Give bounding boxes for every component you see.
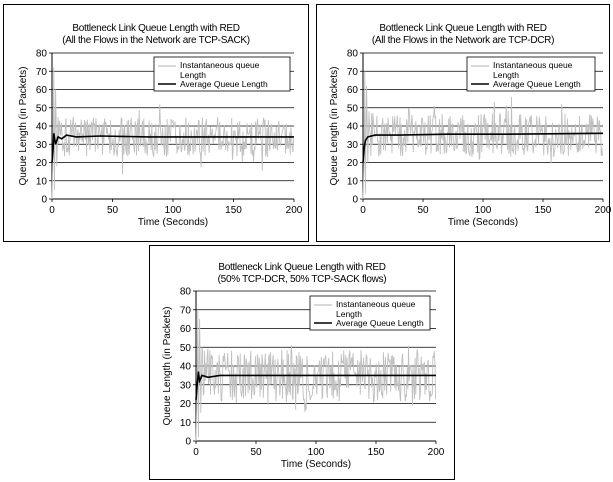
- legend-box: [309, 295, 431, 331]
- y-axis-label: Queue Length (in Packets): [18, 67, 29, 186]
- chart-svg: 0 10 20 30 40 50 60 70 80 0 50 100 150 200 Time (Secon…: [18, 49, 303, 229]
- x-tick-label: 200: [286, 205, 303, 216]
- y-tick-label: 30: [36, 140, 48, 151]
- y-tick-label: 70: [36, 67, 48, 78]
- y-tick-label: 10: [180, 418, 192, 429]
- y-tick-label: 10: [36, 176, 48, 187]
- y-tick-label: 50: [180, 343, 192, 354]
- y-tick-label: 30: [180, 380, 192, 391]
- legend-label: Length: [493, 70, 519, 80]
- series-line-average: [195, 371, 436, 400]
- y-tick-label: 40: [180, 362, 192, 373]
- legend-box: [153, 56, 291, 92]
- chart-title: Bottleneck Link Queue Length with RED: [379, 23, 547, 34]
- chart-panel-mixed: Bottleneck Link Queue Length with RED (5…: [149, 245, 455, 480]
- y-axis-label: Queue Length (in Packets): [162, 307, 173, 426]
- legend-label: Average Queue Length: [493, 79, 581, 89]
- x-tick-label: 100: [475, 205, 492, 216]
- y-tick-label: 10: [347, 176, 359, 187]
- y-tick-label: 80: [36, 49, 48, 60]
- series-line-average: [51, 133, 294, 163]
- y-tick-label: 80: [180, 287, 192, 298]
- x-tick-label: 50: [107, 205, 119, 216]
- x-tick-label: 150: [535, 205, 552, 216]
- x-tick-label: 0: [360, 205, 366, 216]
- y-tick-label: 60: [36, 85, 48, 96]
- x-tick-label: 150: [368, 447, 385, 458]
- legend-label: Length: [336, 309, 362, 319]
- legend-label: Instantaneous queue: [336, 299, 416, 309]
- y-tick-label: 50: [36, 103, 48, 114]
- chart-svg: 0 10 20 30 40 50 60 70 80 0 50 100 150 200 Time (Secon…: [329, 49, 611, 229]
- y-tick-label: 70: [180, 305, 192, 316]
- y-tick-label: 80: [347, 49, 359, 60]
- y-tick-label: 70: [347, 67, 359, 78]
- y-tick-label: 40: [347, 122, 359, 133]
- x-tick-label: 50: [417, 205, 429, 216]
- legend-label: Length: [180, 70, 206, 80]
- legend-label: Instantaneous queue: [493, 60, 573, 70]
- y-tick-label: 40: [36, 122, 48, 133]
- series-line-instantaneous: [195, 309, 437, 442]
- y-tick-label: 0: [41, 195, 47, 206]
- y-tick-label: 30: [347, 140, 359, 151]
- y-tick-label: 20: [347, 158, 359, 169]
- x-axis-label: Time (Seconds): [448, 217, 518, 228]
- y-axis-label: Queue Length (in Packets): [329, 67, 340, 186]
- legend-label: Average Queue Length: [180, 79, 268, 89]
- chart-panel-tcp-dcr: Bottleneck Link Queue Length with RED (A…: [316, 4, 611, 242]
- y-tick-label: 20: [180, 399, 192, 410]
- chart-title: Bottleneck Link Queue Length with RED: [72, 23, 240, 34]
- x-tick-label: 50: [250, 447, 262, 458]
- x-tick-label: 100: [308, 447, 325, 458]
- series-line-instantaneous: [51, 67, 295, 200]
- y-tick-label: 60: [347, 85, 359, 96]
- x-tick-label: 0: [193, 447, 199, 458]
- series-line-instantaneous: [362, 71, 604, 200]
- chart-subtitle: (50% TCP-DCR, 50% TCP-SACK flows): [217, 274, 387, 285]
- x-tick-label: 200: [595, 205, 611, 216]
- legend-label: Average Queue Length: [336, 318, 424, 328]
- x-tick-label: 200: [428, 447, 445, 458]
- y-tick-label: 0: [352, 195, 358, 206]
- x-axis-label: Time (Seconds): [138, 217, 208, 228]
- legend-label: Instantaneous queue: [180, 60, 260, 70]
- chart-subtitle: (All the Flows in the Network are TCP-DC…: [371, 35, 555, 46]
- chart-subtitle: (All the Flows in the Network are TCP-SA…: [62, 35, 250, 46]
- series-line-average: [362, 132, 604, 163]
- chart-panel-tcp-sack: Bottleneck Link Queue Length with RED (A…: [3, 4, 309, 242]
- y-tick-label: 60: [180, 324, 192, 335]
- x-tick-label: 100: [165, 205, 182, 216]
- x-tick-label: 0: [49, 205, 55, 216]
- legend-box: [466, 56, 596, 92]
- y-tick-label: 0: [185, 437, 191, 448]
- chart-title: Bottleneck Link Queue Length with RED: [218, 262, 386, 273]
- y-tick-label: 20: [36, 158, 48, 169]
- x-tick-label: 150: [225, 205, 242, 216]
- y-tick-label: 50: [347, 103, 359, 114]
- x-axis-label: Time (Seconds): [281, 459, 351, 470]
- chart-svg: 0 10 20 30 40 50 60 70 80 0 50 100 150 200 Time (Secon…: [162, 287, 445, 471]
